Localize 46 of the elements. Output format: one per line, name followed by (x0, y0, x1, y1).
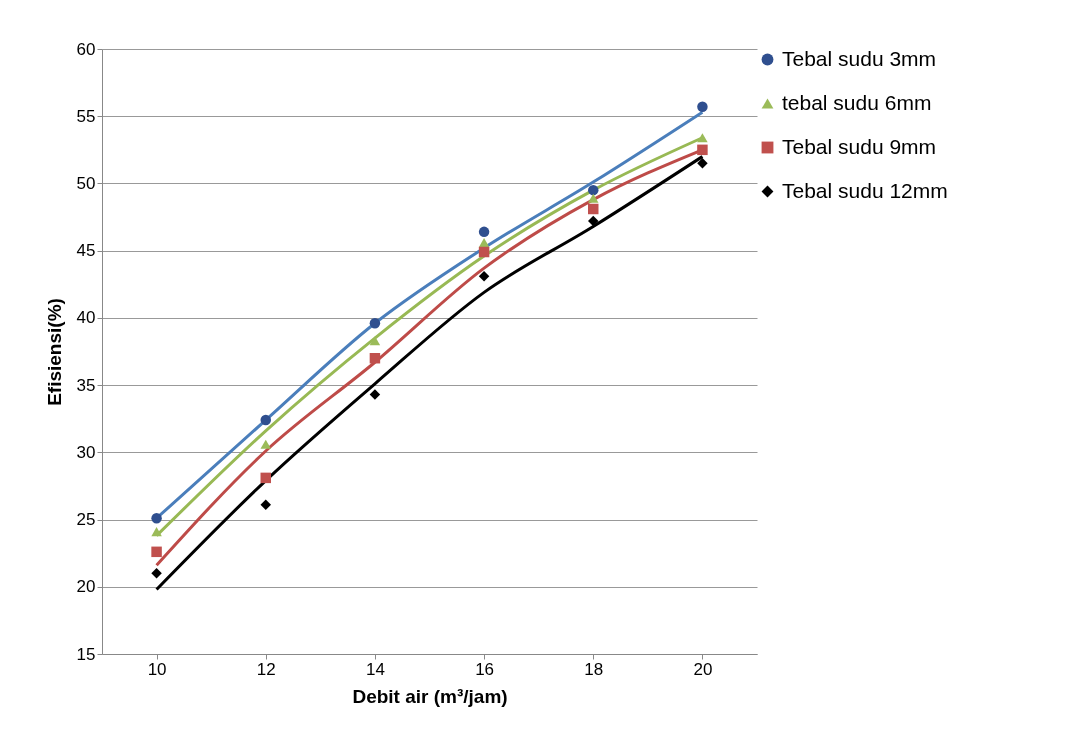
point (151, 527, 162, 537)
point (151, 568, 162, 579)
y-axis-title: Efisiensi(%) (43, 298, 65, 406)
point (260, 472, 271, 484)
point (151, 512, 162, 524)
point (260, 439, 271, 449)
x-tick-label: 16 (475, 659, 495, 679)
point (369, 389, 381, 400)
point (697, 133, 708, 143)
y-tick-label: 45 (76, 241, 96, 261)
x-tick-label: 14 (365, 659, 385, 679)
point (697, 158, 708, 169)
y-tick-label: 25 (76, 510, 96, 530)
point (369, 336, 381, 346)
point (588, 184, 599, 196)
point (588, 203, 599, 215)
y-tick-label: 40 (76, 308, 96, 328)
x-axis-title: Debit air (m³/jam) (352, 685, 508, 707)
point (478, 226, 490, 238)
y-tick-label: 20 (76, 577, 96, 597)
point (697, 144, 708, 156)
legend-label: Tebal sudu 9mm (782, 134, 937, 158)
point (369, 352, 381, 364)
y-tick-label: 60 (76, 39, 96, 59)
x-tick-label: 18 (584, 659, 604, 679)
point (697, 101, 708, 113)
x-tick-label: 12 (256, 659, 276, 679)
y-tick-label: 35 (76, 375, 96, 395)
point (260, 414, 271, 426)
point (151, 546, 162, 558)
y-tick-label: 15 (76, 644, 96, 664)
point (478, 238, 490, 248)
point (260, 499, 271, 511)
y-tick-label: 30 (76, 442, 96, 462)
y-tick-label: 50 (76, 173, 96, 193)
legend-label: Tebal sudu 3mm (782, 46, 937, 70)
legend-label: tebal sudu 6mm (782, 90, 932, 114)
y-tick-label: 55 (76, 106, 96, 126)
legend-label: Tebal sudu 12mm (782, 178, 948, 202)
point (478, 270, 490, 282)
x-tick-label: 10 (147, 659, 167, 679)
point (588, 215, 599, 227)
point (478, 246, 490, 258)
point (369, 318, 381, 329)
point (588, 193, 599, 203)
x-tick-label: 20 (693, 659, 713, 679)
